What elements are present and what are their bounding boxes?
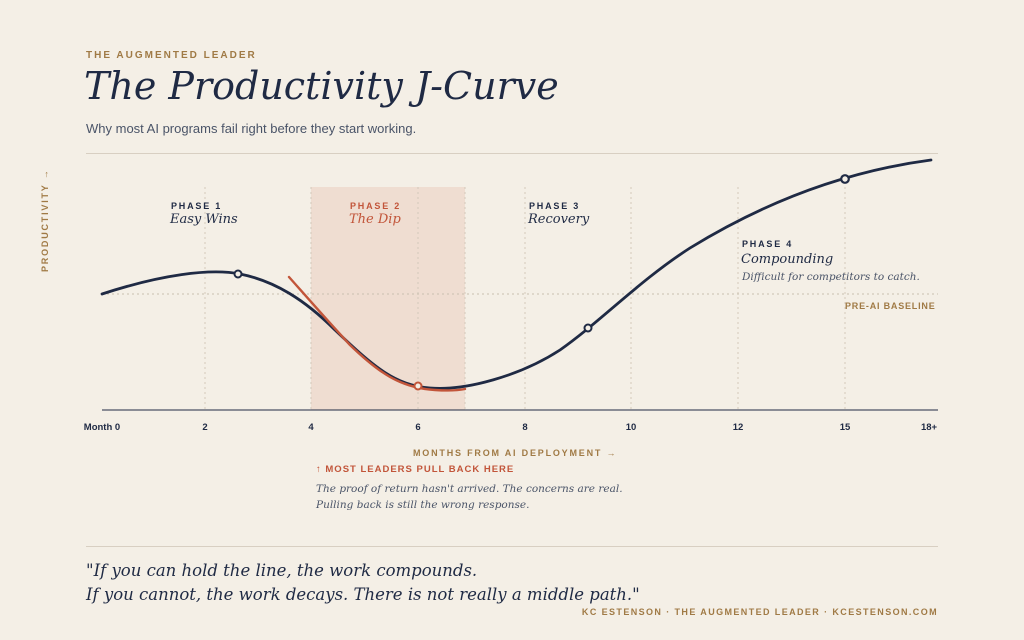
page-subtitle: Why most AI programs fail right before t… bbox=[86, 121, 417, 136]
recovery-marker bbox=[583, 323, 593, 333]
callout-line-2: Pulling back is still the wrong response… bbox=[316, 499, 530, 511]
x-tick-label: 8 bbox=[522, 422, 528, 433]
phase-1-name: Easy Wins bbox=[170, 212, 238, 227]
phase-1-marker bbox=[233, 269, 243, 279]
baseline-label: PRE-AI BASELINE bbox=[845, 301, 936, 311]
footer-credit: KC ESTENSON · THE AUGMENTED LEADER · KCE… bbox=[581, 607, 938, 617]
x-tick-label: 12 bbox=[732, 422, 744, 433]
page-title: The Productivity J-Curve bbox=[84, 64, 559, 108]
closing-quote: "If you can hold the line, the work comp… bbox=[86, 559, 640, 607]
phase-1-number: PHASE 1 bbox=[171, 201, 223, 211]
phase-3-name: Recovery bbox=[528, 212, 590, 227]
x-tick-label: Month 0 bbox=[83, 422, 121, 433]
grid-lines bbox=[204, 187, 846, 410]
y-axis-label: PRODUCTIVITY → bbox=[40, 168, 50, 272]
phase-4-number: PHASE 4 bbox=[742, 239, 794, 249]
callout-body: The proof of return hasn't arrived. The … bbox=[316, 481, 623, 513]
pullback-curve bbox=[287, 275, 467, 392]
x-tick-label: 18+ bbox=[920, 422, 938, 433]
bottom-divider bbox=[86, 546, 938, 547]
x-tick-label: 10 bbox=[625, 422, 637, 433]
x-tick-label: 15 bbox=[839, 422, 851, 433]
phase-2-number: PHASE 2 bbox=[350, 201, 402, 211]
top-divider bbox=[86, 153, 938, 154]
callout-heading: ↑ MOST LEADERS PULL BACK HERE bbox=[316, 464, 515, 475]
x-tick-label: 6 bbox=[415, 422, 421, 433]
pullback-marker bbox=[413, 381, 423, 391]
phase-3-number: PHASE 3 bbox=[529, 201, 581, 211]
callout-line-1: The proof of return hasn't arrived. The … bbox=[316, 483, 623, 495]
eyebrow-label: THE AUGMENTED LEADER bbox=[86, 50, 257, 61]
x-tick-label: 2 bbox=[202, 422, 208, 433]
phase-4-name: Compounding bbox=[741, 252, 834, 267]
x-tick-label: 4 bbox=[308, 422, 314, 433]
phase-2-name: The Dip bbox=[349, 212, 401, 227]
quote-line-2: If you cannot, the work decays. There is… bbox=[86, 585, 640, 604]
quote-line-1: "If you can hold the line, the work comp… bbox=[86, 561, 478, 580]
x-axis-label: MONTHS FROM AI DEPLOYMENT → bbox=[413, 448, 618, 458]
compounding-marker bbox=[840, 174, 850, 184]
phase-4-description: Difficult for competitors to catch. bbox=[742, 271, 920, 283]
